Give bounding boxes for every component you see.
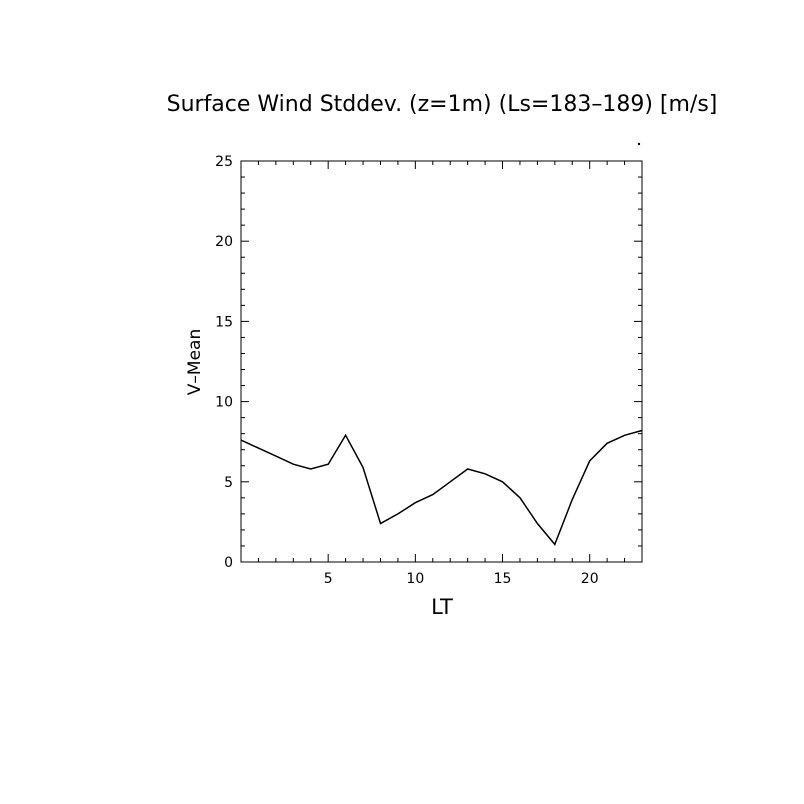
x-tick-label: 10 bbox=[406, 571, 424, 587]
y-axis: 0 5 10 15 20 25 bbox=[215, 154, 642, 571]
series-line bbox=[240, 429, 643, 546]
y-tick-label: 20 bbox=[215, 234, 233, 250]
y-tick-label: 15 bbox=[215, 314, 233, 330]
y-tick-label: 5 bbox=[224, 475, 233, 491]
x-axis-label: LT bbox=[431, 595, 453, 619]
x-tick-label: 5 bbox=[324, 571, 333, 587]
y-tick-label: 25 bbox=[215, 154, 233, 170]
plot-frame bbox=[240, 160, 643, 563]
y-tick-label: 0 bbox=[224, 555, 233, 571]
y-tick-label: 10 bbox=[215, 395, 233, 411]
chart-title: Surface Wind Stddev. (z=1m) (Ls=183–189)… bbox=[167, 92, 718, 117]
x-tick-label: 20 bbox=[581, 571, 599, 587]
x-tick-label: 15 bbox=[494, 571, 512, 587]
corner-dot bbox=[637, 142, 641, 146]
y-axis-label: V–Mean bbox=[185, 329, 205, 395]
x-axis: 5 10 15 20 bbox=[240, 161, 643, 587]
